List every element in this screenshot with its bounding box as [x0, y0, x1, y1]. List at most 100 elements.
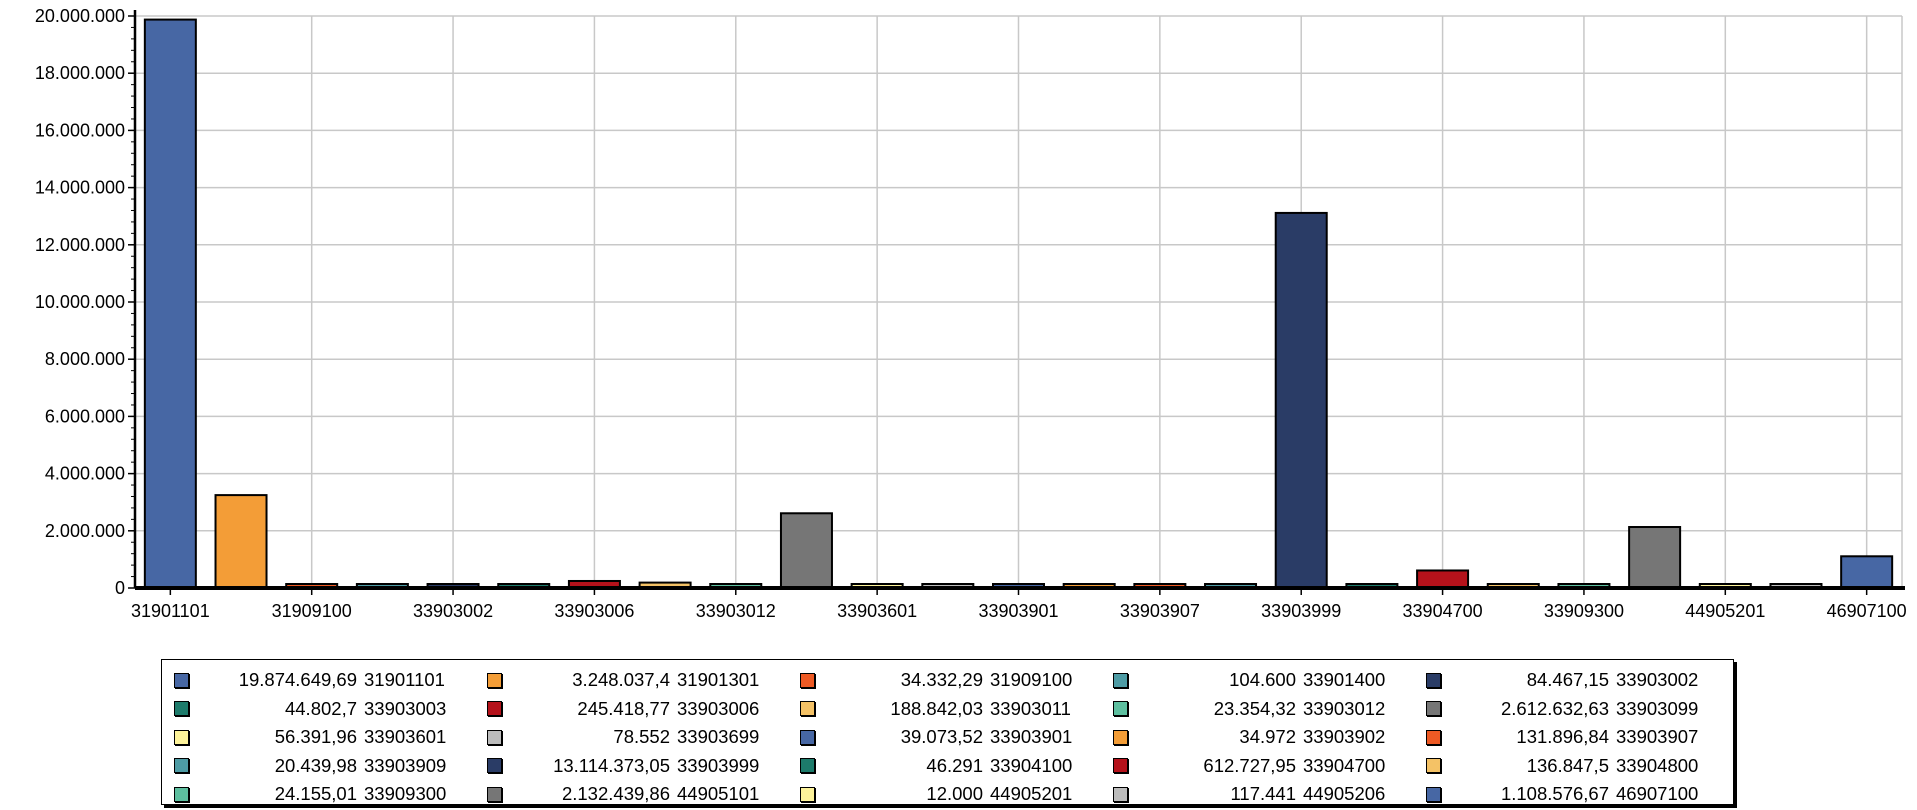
- y-tick-label: 8.000.000: [45, 349, 125, 369]
- legend-item: 34.332,29 31909100: [798, 666, 1111, 695]
- x-tick-label: 33904700: [1403, 601, 1483, 621]
- bar-33904700: [1416, 569, 1470, 589]
- legend-item: 117.441 44905206: [1111, 780, 1424, 809]
- y-axis-tick-labels: 0 2.000.000 4.000.000 6.000.000 8.000.000 10.…: [35, 6, 125, 598]
- legend-category: 33901400: [1303, 669, 1386, 691]
- bar-33903999: [1274, 211, 1328, 589]
- legend-category: 44905101: [677, 783, 760, 805]
- y-tick-label: 0: [115, 578, 125, 598]
- x-tick-label: 31901101: [131, 601, 210, 621]
- legend-swatch: [174, 729, 189, 745]
- legend-value: 24.155,01: [274, 783, 357, 805]
- legend-item: 245.418,77 33903006: [485, 695, 798, 724]
- legend-value: 34.332,29: [900, 669, 983, 691]
- legend: 19.874.649,69 31901101 3.248.037,4 31901301…: [161, 659, 1734, 805]
- legend-category: 33903011: [990, 697, 1071, 719]
- legend-item: 56.391,96 33903601: [172, 723, 485, 752]
- legend-value: 612.727,95: [1203, 754, 1296, 776]
- legend-value: 46.291: [926, 754, 983, 776]
- legend-category: 33903012: [1303, 697, 1386, 719]
- legend-item: 612.727,95 33904700: [1111, 752, 1424, 781]
- legend-category: 33903099: [1616, 697, 1699, 719]
- x-tick-label: 44905201: [1685, 601, 1765, 621]
- legend-category: 44905201: [990, 783, 1073, 805]
- axes: [128, 10, 1905, 595]
- legend-value: 131.896,84: [1516, 726, 1609, 748]
- legend-item: 131.896,84 33903907: [1424, 723, 1737, 752]
- legend-category: 33903002: [1616, 669, 1699, 691]
- legend-swatch: [1426, 729, 1441, 745]
- legend-value: 39.073,52: [900, 726, 983, 748]
- legend-category: 33904800: [1616, 754, 1699, 776]
- legend-value: 104.600: [1229, 669, 1296, 691]
- legend-swatch: [800, 786, 815, 802]
- legend-category: 31901301: [677, 669, 760, 691]
- legend-swatch: [487, 786, 502, 802]
- legend-swatch: [487, 701, 502, 717]
- legend-swatch: [1113, 672, 1128, 688]
- legend-category: 33903909: [364, 754, 447, 776]
- legend-item: 78.552 33903699: [485, 723, 798, 752]
- bar-33903099: [779, 512, 833, 589]
- legend-category: 33904700: [1303, 754, 1386, 776]
- legend-item: 19.874.649,69 31901101: [172, 666, 485, 695]
- legend-item: 13.114.373,05 33903999: [485, 752, 798, 781]
- legend-category: 46907100: [1616, 783, 1699, 805]
- legend-swatch: [800, 701, 815, 717]
- legend-category: 31901101: [364, 669, 445, 691]
- legend-value: 136.847,5: [1526, 754, 1609, 776]
- legend-swatch: [1426, 786, 1441, 802]
- legend-value: 2.612.632,63: [1500, 697, 1609, 719]
- legend-value: 34.972: [1239, 726, 1296, 748]
- legend-item: 84.467,15 33903002: [1424, 666, 1737, 695]
- legend-item: 1.108.576,67 46907100: [1424, 780, 1737, 809]
- legend-swatch: [1113, 758, 1128, 774]
- legend-swatch: [1426, 701, 1441, 717]
- legend-item: 34.972 33903902: [1111, 723, 1424, 752]
- legend-swatch: [1113, 729, 1128, 745]
- legend-value: 2.132.439,86: [561, 783, 670, 805]
- legend-item: 24.155,01 33909300: [172, 780, 485, 809]
- bar-31901101: [143, 18, 197, 589]
- legend-category: 33904100: [990, 754, 1073, 776]
- y-tick-label: 20.000.000: [35, 6, 125, 26]
- legend-value: 20.439,98: [274, 754, 357, 776]
- x-tick-label: 31909100: [272, 601, 352, 621]
- grid-lines: [135, 15, 1903, 588]
- legend-value: 245.418,77: [577, 697, 670, 719]
- legend-swatch: [1113, 786, 1128, 802]
- legend-swatch: [174, 672, 189, 688]
- legend-value: 44.802,7: [284, 697, 357, 719]
- legend-value: 78.552: [613, 726, 670, 748]
- x-tick-label: 33903901: [978, 601, 1058, 621]
- legend-category: 33909300: [364, 783, 447, 805]
- legend-swatch: [1426, 672, 1441, 688]
- legend-swatch: [174, 786, 189, 802]
- legend-swatch: [1113, 701, 1128, 717]
- bar-31901301: [214, 494, 268, 590]
- x-tick-label: 33903012: [696, 601, 776, 621]
- legend-value: 19.874.649,69: [238, 669, 357, 691]
- legend-category: 33903006: [677, 697, 760, 719]
- y-tick-label: 16.000.000: [35, 120, 125, 140]
- legend-swatch: [487, 729, 502, 745]
- legend-category: 44905206: [1303, 783, 1386, 805]
- y-tick-label: 10.000.000: [35, 292, 125, 312]
- legend-item: 39.073,52 33903901: [798, 723, 1111, 752]
- legend-value: 1.108.576,67: [1500, 783, 1609, 805]
- legend-swatch: [174, 701, 189, 717]
- legend-value: 23.354,32: [1213, 697, 1296, 719]
- legend-item: 2.612.632,63 33903099: [1424, 695, 1737, 724]
- x-axis-tick-labels: 31901101 31909100 33903002 33903006 33903012…: [131, 601, 1907, 621]
- legend-value: 56.391,96: [274, 726, 357, 748]
- bar-chart: 0 2.000.000 4.000.000 6.000.000 8.000.000 10.…: [35, 6, 1907, 621]
- x-tick-label: 33903907: [1120, 601, 1200, 621]
- bar-46907100: [1840, 555, 1894, 589]
- y-tick-label: 2.000.000: [45, 521, 125, 541]
- x-tick-label: 33909300: [1544, 601, 1624, 621]
- legend-value: 188.842,03: [890, 697, 983, 719]
- legend-swatch: [800, 672, 815, 688]
- legend-item: 20.439,98 33903909: [172, 752, 485, 781]
- legend-swatch: [487, 758, 502, 774]
- legend-swatch: [800, 729, 815, 745]
